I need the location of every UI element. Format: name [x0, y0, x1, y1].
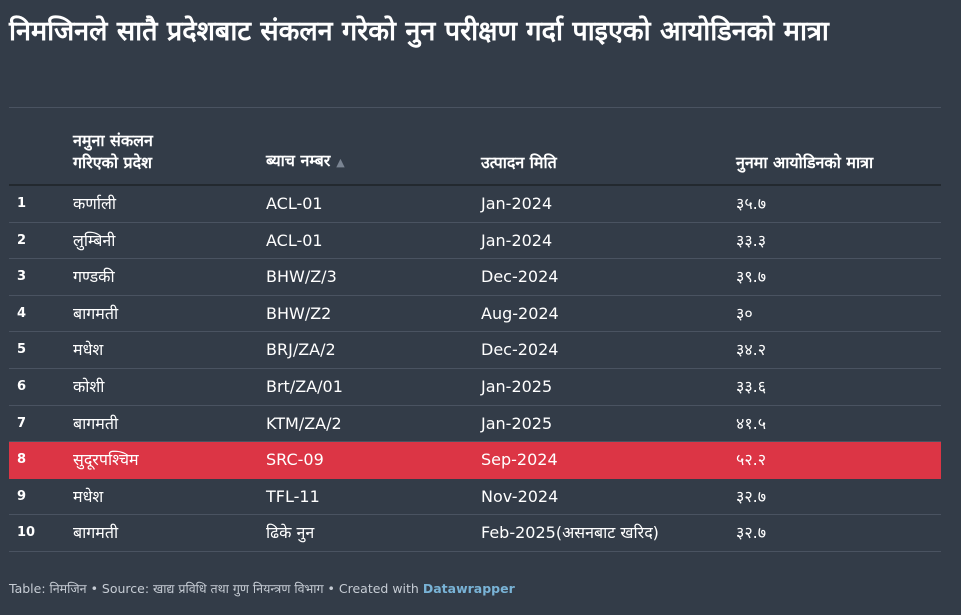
cell-iodine: ३९.७	[736, 267, 767, 287]
header-iodine[interactable]: नुनमा आयोडिनको मात्रा	[736, 153, 874, 172]
cell-date: Feb-2025(असनबाट खरिद)	[481, 523, 659, 543]
table-row: 2 लुम्बिनी ACL-01 Jan-2024 ३३.३	[9, 223, 941, 260]
cell-province: बागमती	[73, 523, 119, 543]
table-row: 9 मधेश TFL-11 Nov-2024 ३२.७	[9, 479, 941, 516]
table-row: 5 मधेश BRJ/ZA/2 Dec-2024 ३४.२	[9, 332, 941, 369]
cell-province: कर्णाली	[73, 194, 116, 213]
cell-batch: Brt/ZA/01	[266, 376, 343, 396]
cell-date: Jan-2024	[481, 194, 553, 213]
footer-credit: Table: निमजिन • Source: खाद्य प्रविधि तथ…	[9, 581, 423, 596]
table-row: 8 सुदूरपश्चिम SRC-09 Sep-2024 ५२.२	[9, 442, 941, 479]
cell-iodine: ३३.३	[736, 230, 767, 250]
cell-iodine: ३०	[736, 303, 753, 323]
header-batch-label: ब्याच नम्बर	[266, 151, 331, 170]
cell-date: Dec-2024	[481, 267, 559, 287]
cell-iodine: ३५.७	[736, 194, 767, 213]
header-date[interactable]: उत्पादन मिति	[481, 153, 557, 172]
cell-province: गण्डकी	[73, 267, 115, 287]
table-footer: Table: निमजिन • Source: खाद्य प्रविधि तथ…	[9, 580, 515, 597]
table-title: निमजिनले सातै प्रदेशबाट संकलन गरेको नुन …	[9, 16, 829, 47]
cell-province: मधेश	[73, 486, 104, 506]
cell-batch: KTM/ZA/2	[266, 413, 342, 433]
table-row: 4 बागमती BHW/Z2 Aug-2024 ३०	[9, 296, 941, 333]
sort-ascending-icon[interactable]: ▲	[336, 156, 345, 169]
cell-date: Jan-2024	[481, 230, 553, 250]
cell-batch: TFL-11	[266, 486, 320, 506]
cell-province: लुम्बिनी	[73, 230, 116, 250]
row-number: 10	[17, 525, 36, 541]
cell-date: Jan-2025	[481, 413, 553, 433]
cell-province: सुदूरपश्चिम	[73, 450, 139, 470]
row-number: 7	[17, 415, 27, 431]
data-table: नमुना संकलन गरिएको प्रदेश ब्याच नम्बर ▲ उ…	[9, 107, 941, 552]
cell-date: Jan-2025	[481, 376, 553, 396]
table-row: 1 कर्णाली ACL-01 Jan-2024 ३५.७	[9, 186, 941, 223]
cell-date: Aug-2024	[481, 303, 559, 323]
cell-date: Sep-2024	[481, 450, 558, 470]
cell-iodine: ५२.२	[736, 450, 767, 470]
cell-iodine: ३४.२	[736, 340, 767, 360]
cell-iodine: ४१.५	[736, 413, 767, 433]
cell-batch: ACL-01	[266, 194, 323, 213]
header-batch[interactable]: ब्याच नम्बर ▲	[266, 150, 345, 174]
header-province[interactable]: नमुना संकलन गरिएको प्रदेश	[73, 130, 153, 174]
cell-iodine: ३२.७	[736, 523, 767, 543]
cell-batch: ACL-01	[266, 230, 323, 250]
table-top-divider	[9, 107, 941, 108]
row-number: 3	[17, 269, 27, 285]
datawrapper-link[interactable]: Datawrapper	[422, 581, 515, 596]
table-row: 10 बागमती ढिके नुन Feb-2025(असनबाट खरिद) ३२.…	[9, 515, 941, 552]
cell-batch: BHW/Z/3	[266, 267, 337, 287]
row-number: 5	[17, 342, 27, 358]
cell-batch: BRJ/ZA/2	[266, 340, 336, 360]
cell-province: मधेश	[73, 340, 104, 360]
header-province-line2: गरिएको प्रदेश	[73, 153, 153, 172]
table-body: 1 कर्णाली ACL-01 Jan-2024 ३५.७ 2 लुम्बिनी ACL-0…	[9, 186, 941, 552]
cell-province: बागमती	[73, 303, 119, 323]
table-row: 6 कोशी Brt/ZA/01 Jan-2025 ३३.६	[9, 369, 941, 406]
row-number: 4	[17, 305, 27, 321]
cell-batch: SRC-09	[266, 450, 324, 470]
table-row: 3 गण्डकी BHW/Z/3 Dec-2024 ३९.७	[9, 259, 941, 296]
cell-province: बागमती	[73, 413, 119, 433]
header-province-line1: नमुना संकलन	[73, 131, 153, 150]
cell-iodine: ३२.७	[736, 486, 767, 506]
cell-batch: ढिके नुन	[266, 523, 315, 543]
row-number: 8	[17, 452, 27, 468]
cell-batch: BHW/Z2	[266, 303, 332, 323]
row-number: 1	[17, 196, 27, 211]
cell-date: Dec-2024	[481, 340, 559, 360]
row-number: 2	[17, 232, 27, 248]
row-number: 9	[17, 488, 27, 504]
cell-province: कोशी	[73, 376, 105, 396]
table-header: नमुना संकलन गरिएको प्रदेश ब्याच नम्बर ▲ उ…	[9, 108, 941, 186]
cell-date: Nov-2024	[481, 486, 559, 506]
table-row: 7 बागमती KTM/ZA/2 Jan-2025 ४१.५	[9, 406, 941, 443]
row-number: 6	[17, 378, 27, 394]
cell-iodine: ३३.६	[736, 376, 767, 396]
